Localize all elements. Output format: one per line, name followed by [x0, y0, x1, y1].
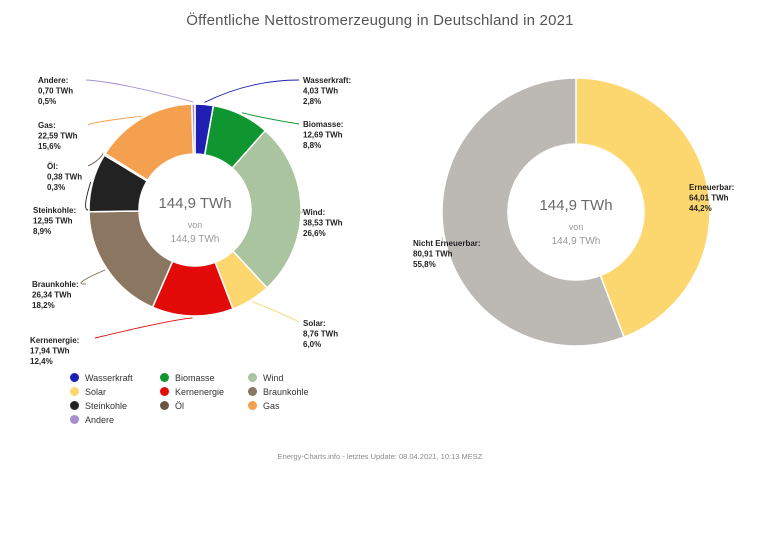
data-label-biomasse-percent: 8,8% [303, 141, 321, 150]
legend-label: Andere [85, 414, 115, 425]
data-label-oel-value: 0,38 TWh [47, 173, 82, 182]
leader-line-braunkohle [80, 269, 106, 285]
center-of: von [569, 222, 584, 232]
leader-line-biomasse [241, 112, 300, 125]
center-total: 144,9 TWh [552, 236, 601, 247]
data-label-braunkohle-value: 26,34 TWh [32, 291, 72, 300]
data-label-wasserkraft-name: Wasserkraft: [303, 76, 351, 85]
legend-item-wasserkraft[interactable]: Wasserkraft [70, 372, 160, 383]
legend-label: Solar [85, 386, 107, 397]
data-label-nicht-erneuerbar-name: Nicht Erneuerbar: [413, 239, 481, 248]
legend-swatch [160, 373, 169, 382]
data-label-braunkohle-name: Braunkohle: [32, 280, 79, 289]
legend-swatch [70, 373, 79, 382]
leader-line-andere [85, 79, 194, 103]
data-label-gas-percent: 15,6% [38, 142, 61, 151]
legend-swatch [248, 373, 257, 382]
leader-line-steinkohle [85, 181, 92, 211]
legend-label: Steinkohle [85, 400, 128, 411]
data-label-wind-name: Wind: [303, 208, 325, 217]
legend-label: Wasserkraft [85, 372, 133, 383]
data-label-solar-percent: 6,0% [303, 340, 321, 349]
legend-swatch [70, 387, 79, 396]
leader-line-oel [87, 153, 104, 167]
legend-item-braunkohle[interactable]: Braunkohle [248, 386, 358, 397]
data-label-nicht-erneuerbar-value: 80,91 TWh [413, 250, 453, 259]
legend-item-andere[interactable]: Andere [70, 414, 160, 425]
legend-label: Wind [263, 372, 284, 383]
data-label-oel-percent: 0,3% [47, 183, 65, 192]
leader-line-kernenergie [94, 317, 193, 339]
data-label-kernenergie-percent: 12,4% [30, 357, 53, 366]
data-label-oel-name: Öl: [47, 162, 58, 171]
data-label-erneuerbar-name: Erneuerbar: [689, 183, 734, 192]
leader-line-wasserkraft [204, 79, 300, 103]
data-label-solar-name: Solar: [303, 319, 326, 328]
legend-item-kernenergie[interactable]: Kernenergie [160, 386, 248, 397]
data-label-wasserkraft-value: 4,03 TWh [303, 87, 338, 96]
leader-line-gas [87, 115, 142, 126]
leader-line-nicht-erneuerbar [441, 236, 444, 244]
legend-label: Braunkohle [263, 386, 309, 397]
donut-hole [508, 144, 644, 280]
legend-swatch [160, 401, 169, 410]
data-label-kernenergie-value: 17,94 TWh [30, 347, 70, 356]
legend-swatch [160, 387, 169, 396]
data-label-steinkohle-value: 12,95 TWh [33, 217, 73, 226]
data-label-andere-value: 0,70 TWh [38, 87, 73, 96]
data-label-biomasse-name: Biomasse: [303, 120, 343, 129]
data-label-gas-value: 22,59 TWh [38, 132, 78, 141]
data-label-andere-percent: 0,5% [38, 97, 56, 106]
legend-item-gas[interactable]: Gas [248, 400, 358, 411]
slice-nicht-erneuerbar[interactable] [441, 77, 625, 347]
data-label-kernenergie-name: Kernenergie: [30, 336, 79, 345]
data-label-nicht-erneuerbar-percent: 55,8% [413, 260, 436, 269]
data-label-braunkohle-percent: 18,2% [32, 301, 55, 310]
legend-item-biomasse[interactable]: Biomasse [160, 372, 248, 383]
center-value: 144,9 TWh [539, 197, 612, 214]
data-label-gas-name: Gas: [38, 121, 56, 130]
data-label-erneuerbar-value: 64,01 TWh [689, 194, 729, 203]
legend-label: Biomasse [175, 372, 215, 383]
chart-title: Öffentliche Nettostromerzeugung in Deuts… [186, 12, 574, 29]
legend-item-solar[interactable]: Solar [70, 386, 160, 397]
data-label-steinkohle-percent: 8,9% [33, 227, 51, 236]
donut-hole [139, 154, 251, 266]
leader-line-wind [299, 208, 304, 214]
data-label-erneuerbar-percent: 44,2% [689, 204, 712, 213]
data-label-steinkohle-name: Steinkohle: [33, 206, 76, 215]
data-label-biomasse-value: 12,69 TWh [303, 131, 343, 140]
legend-item-oel[interactable]: Öl [160, 400, 248, 411]
legend-swatch [248, 387, 257, 396]
center-of: von [188, 220, 203, 230]
leader-line-solar [251, 301, 300, 323]
center-value: 144,9 TWh [158, 195, 231, 212]
data-label-wind-value: 38,53 TWh [303, 219, 343, 228]
legend-item-steinkohle[interactable]: Steinkohle [70, 400, 160, 411]
legend-label: Öl [175, 400, 184, 411]
legend-swatch [70, 401, 79, 410]
data-label-andere-name: Andere: [38, 76, 68, 85]
legend-swatch [248, 401, 257, 410]
legend-label: Gas [263, 400, 280, 411]
legend-swatch [70, 415, 79, 424]
legend-item-wind[interactable]: Wind [248, 372, 358, 383]
data-label-wind-percent: 26,6% [303, 229, 326, 238]
data-label-solar-value: 8,76 TWh [303, 330, 338, 339]
legend-label: Kernenergie [175, 386, 225, 397]
source-footer: Energy-Charts.info - letztes Update: 08.… [277, 452, 483, 461]
legend: Wasserkraft Biomasse Wind Solar Kernenergie B… [70, 372, 370, 425]
center-total: 144,9 TWh [171, 234, 220, 245]
data-label-wasserkraft-percent: 2,8% [303, 97, 321, 106]
